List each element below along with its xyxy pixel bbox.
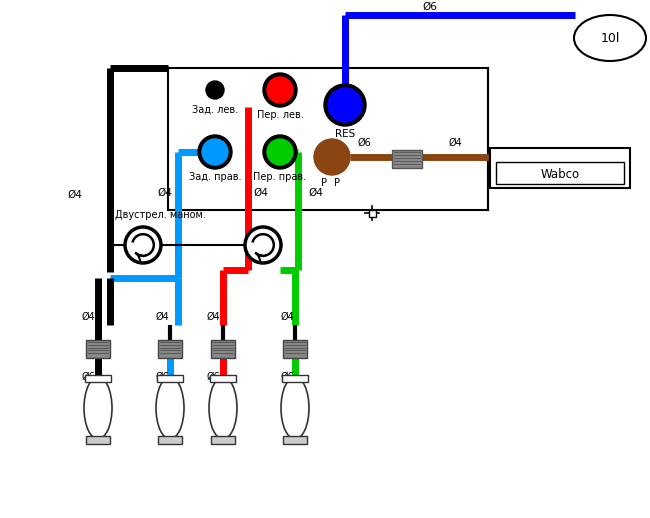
Bar: [283, 436, 307, 444]
Circle shape: [267, 139, 293, 165]
Text: Ø6: Ø6: [280, 372, 294, 382]
Bar: [158, 340, 182, 358]
Ellipse shape: [84, 377, 112, 439]
Bar: [168, 68, 488, 210]
Bar: [86, 340, 110, 358]
Text: Ø4: Ø4: [155, 312, 169, 322]
Bar: [211, 340, 235, 358]
Text: Ø6: Ø6: [422, 2, 437, 12]
Text: Ø6: Ø6: [206, 372, 220, 382]
Bar: [369, 209, 376, 217]
Ellipse shape: [209, 377, 237, 439]
Circle shape: [198, 135, 232, 169]
Text: P: P: [321, 178, 327, 188]
Text: Ø4: Ø4: [448, 138, 462, 148]
Bar: [496, 162, 624, 184]
Text: Ø4: Ø4: [253, 188, 268, 198]
Ellipse shape: [574, 15, 646, 61]
Text: Ø6: Ø6: [81, 372, 95, 382]
Circle shape: [206, 81, 224, 99]
Circle shape: [245, 227, 281, 263]
Circle shape: [328, 88, 362, 122]
Text: RES: RES: [335, 129, 355, 139]
Circle shape: [314, 139, 350, 175]
Text: Зад. лев.: Зад. лев.: [192, 105, 238, 115]
Text: Ø4: Ø4: [68, 190, 83, 200]
Text: Ø6: Ø6: [155, 372, 169, 382]
Bar: [282, 375, 308, 382]
Text: Пер. лев.: Пер. лев.: [257, 110, 304, 120]
Bar: [86, 436, 110, 444]
Circle shape: [267, 77, 293, 103]
Ellipse shape: [156, 377, 184, 439]
Text: 10l: 10l: [601, 32, 619, 45]
Circle shape: [125, 227, 161, 263]
Bar: [392, 150, 422, 168]
Bar: [490, 148, 630, 188]
Circle shape: [324, 84, 366, 126]
Text: Ø4: Ø4: [206, 312, 220, 322]
Text: Ø6: Ø6: [357, 138, 371, 148]
Text: Двустрел. маном.: Двустрел. маном.: [115, 210, 206, 220]
Bar: [158, 436, 182, 444]
Ellipse shape: [281, 377, 309, 439]
Text: Ø4: Ø4: [157, 188, 172, 198]
Text: P: P: [334, 178, 340, 188]
Bar: [283, 340, 307, 358]
Circle shape: [263, 135, 297, 169]
Text: Ø4: Ø4: [81, 312, 95, 322]
Bar: [211, 436, 235, 444]
Circle shape: [202, 139, 228, 165]
Text: Ø4: Ø4: [280, 312, 294, 322]
Circle shape: [263, 73, 297, 107]
Bar: [157, 375, 183, 382]
Text: Пер. прав.: Пер. прав.: [254, 172, 307, 182]
Bar: [85, 375, 111, 382]
Text: Wabco: Wabco: [540, 167, 580, 180]
Text: Ø4: Ø4: [308, 188, 323, 198]
Text: Зад. прав.: Зад. прав.: [188, 172, 241, 182]
Bar: [210, 375, 236, 382]
